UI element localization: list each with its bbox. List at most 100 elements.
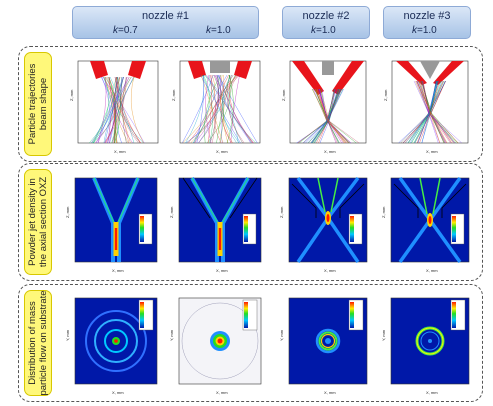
trajectory-line bbox=[121, 76, 139, 144]
nozzle-outline bbox=[393, 183, 419, 218]
trajectory-line bbox=[97, 76, 130, 144]
trajectory-line bbox=[209, 74, 216, 144]
trajectory-line bbox=[222, 74, 237, 144]
nozzle-body-left bbox=[396, 61, 427, 85]
axis-label: Z, mm bbox=[66, 206, 70, 218]
nozzle-body-right bbox=[433, 61, 464, 85]
trajectory-line bbox=[198, 74, 221, 144]
nozzle-body-left bbox=[90, 61, 108, 79]
header-nozzle-3: nozzle #3 k=1.0 bbox=[383, 6, 471, 39]
trajectory-line bbox=[418, 80, 441, 144]
k-label: k=1.0 bbox=[311, 25, 336, 36]
axis-label: Z, mm bbox=[170, 206, 174, 218]
axis-label: X, mm bbox=[324, 149, 336, 154]
trajectory-svg: X, mm Z, mm bbox=[384, 60, 469, 154]
flow-map-nozzle1-k07: X, mm Y, mm bbox=[66, 292, 162, 396]
axis-label: X, mm bbox=[324, 390, 336, 395]
nozzle-body-left bbox=[292, 61, 324, 95]
trajectory-line bbox=[316, 88, 347, 144]
nozzle-core bbox=[210, 61, 230, 73]
trajectory-line bbox=[182, 74, 214, 144]
axis-label: X, mm bbox=[216, 390, 228, 395]
trajectory-line bbox=[194, 74, 234, 144]
trajectory-plot-nozzle3: X, mm Z, mm bbox=[384, 55, 472, 155]
axis-label: Y, mm bbox=[382, 329, 386, 341]
trajectory-line bbox=[320, 88, 340, 144]
trajectory-line bbox=[217, 74, 251, 144]
trajectory-svg: X, mm Z, mm bbox=[172, 60, 261, 154]
trajectory-line bbox=[95, 76, 119, 144]
trajectory-line bbox=[91, 76, 118, 144]
nozzle-core bbox=[420, 61, 440, 79]
row-panel-trajectories bbox=[18, 46, 483, 162]
trajectory-line bbox=[110, 76, 135, 144]
trajectory-line bbox=[299, 88, 339, 144]
flow-center bbox=[428, 339, 432, 343]
nozzle-outline bbox=[339, 183, 365, 218]
axis-label: X, mm bbox=[216, 149, 228, 154]
trajectory-line bbox=[107, 76, 134, 144]
flow-center bbox=[325, 338, 331, 344]
legend-colorbar bbox=[350, 216, 354, 242]
density-map-nozzle1-k07: X, mm Z, mm bbox=[66, 172, 162, 274]
jet-branch-core bbox=[419, 177, 428, 215]
nozzle-body-left bbox=[188, 61, 206, 79]
trajectory-line bbox=[97, 76, 107, 144]
trajectory-line bbox=[103, 76, 132, 144]
axis-label: X, mm bbox=[216, 268, 228, 273]
trajectory-plot-nozzle2: X, mm Z, mm bbox=[282, 55, 370, 155]
trajectory-line bbox=[220, 74, 233, 144]
jet-branch-core bbox=[221, 177, 249, 224]
trajectory-line bbox=[113, 76, 117, 144]
trajectory-line bbox=[204, 74, 222, 144]
trajectory-line bbox=[116, 76, 141, 144]
row-panel-mass-flow bbox=[18, 284, 483, 402]
trajectory-svg: X, mm Z, mm bbox=[282, 60, 367, 154]
trajectory-line bbox=[103, 76, 127, 144]
jet-branch-core bbox=[330, 177, 339, 213]
k-label: k=1.0 bbox=[206, 25, 231, 36]
axis-label: Y, mm bbox=[170, 329, 174, 341]
trajectory-line bbox=[93, 76, 117, 144]
trajectory-line bbox=[220, 74, 240, 144]
trajectory-plot-nozzle1-k10: X, mm Z, mm bbox=[172, 55, 264, 155]
jet-branch-core bbox=[432, 177, 441, 215]
axis-label: Z, mm bbox=[382, 206, 386, 218]
axis-label: Z, mm bbox=[282, 89, 286, 101]
nozzle-core bbox=[322, 61, 334, 75]
flow-svg: X, mm Y, mm bbox=[170, 297, 262, 395]
density-map-nozzle1-k10: X, mm Z, mm bbox=[170, 172, 266, 274]
axis-label: X, mm bbox=[112, 268, 124, 273]
density-map-nozzle2: X, mm Z, mm bbox=[280, 172, 372, 274]
jet-focus-peak bbox=[428, 216, 432, 224]
trajectory-line bbox=[229, 74, 254, 144]
axis-label: Z, mm bbox=[172, 89, 176, 101]
density-map-nozzle3: X, mm Z, mm bbox=[382, 172, 474, 274]
flow-ring bbox=[94, 319, 138, 363]
row-panel-density bbox=[18, 163, 483, 281]
k-label: k=0.7 bbox=[113, 25, 138, 36]
legend-colorbar bbox=[452, 302, 456, 328]
flow-svg: X, mm Y, mm bbox=[382, 297, 470, 395]
header-nozzle-2: nozzle #2 k=1.0 bbox=[282, 6, 370, 39]
trajectory-line bbox=[192, 74, 210, 144]
flow-map-nozzle1-k10: X, mm Y, mm bbox=[170, 292, 266, 396]
trajectory-line bbox=[201, 74, 213, 144]
k-label: k=1.0 bbox=[412, 25, 437, 36]
axis-label: Z, mm bbox=[384, 89, 388, 101]
flow-ring bbox=[85, 310, 147, 372]
axis-label: X, mm bbox=[112, 390, 124, 395]
jet-branch-core bbox=[117, 177, 139, 224]
trajectory-line bbox=[122, 76, 127, 144]
jet-core-peak bbox=[218, 228, 222, 250]
legend-colorbar bbox=[244, 216, 248, 242]
density-svg: X, mm Z, mm bbox=[170, 177, 262, 273]
row-label-density: Powder jet density in the axial section … bbox=[24, 169, 52, 275]
jet-branch-core bbox=[191, 177, 219, 224]
nozzle-outline bbox=[441, 183, 467, 218]
trajectory-line bbox=[196, 74, 204, 144]
density-svg: X, mm Z, mm bbox=[382, 176, 470, 273]
flow-ring bbox=[104, 329, 128, 353]
trajectory-line bbox=[313, 88, 339, 144]
trajectory-line bbox=[114, 76, 121, 144]
